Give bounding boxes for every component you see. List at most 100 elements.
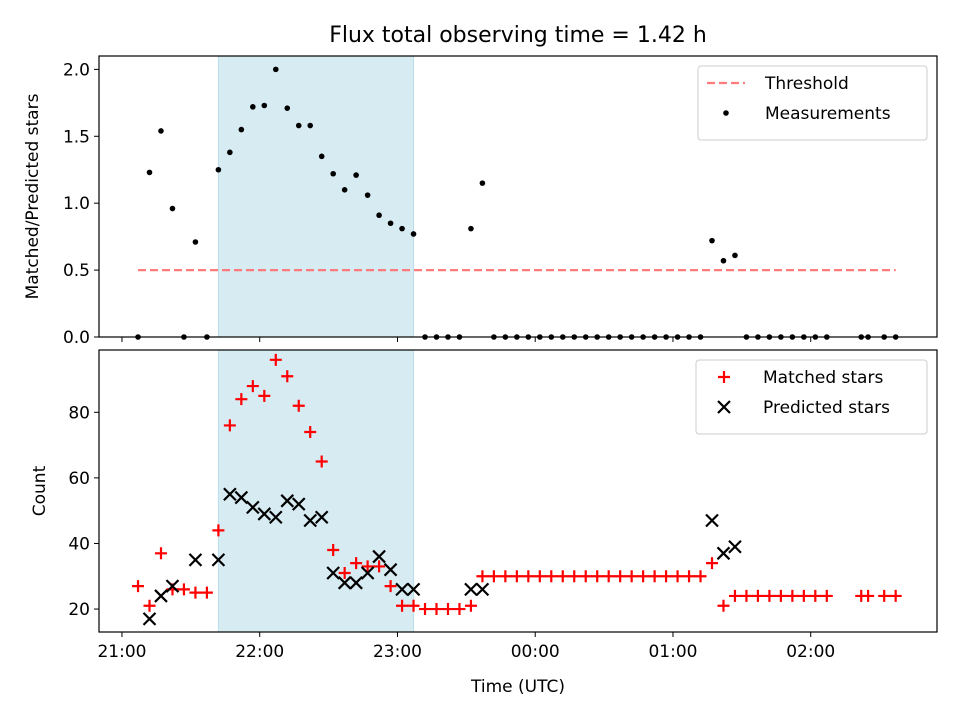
legend-box bbox=[697, 65, 928, 141]
legend-label: Predicted stars bbox=[763, 398, 890, 418]
matched-star-point bbox=[304, 425, 317, 438]
bottom-panel-counts: 20 40 60 80 21:00 22:00 23:00 00:00 01:00 02:00 Co… bbox=[30, 349, 938, 697]
matched-star-point bbox=[200, 586, 213, 599]
measurement-point bbox=[364, 192, 371, 198]
matched-star-point bbox=[338, 566, 351, 579]
matched-star-point bbox=[637, 570, 650, 583]
predicted-star-point bbox=[349, 576, 363, 590]
matched-star-point bbox=[292, 399, 305, 412]
predicted-star-point bbox=[188, 553, 203, 567]
matched-star-point bbox=[430, 603, 443, 616]
legend-label: Threshold bbox=[764, 74, 849, 94]
matched-star-point bbox=[476, 570, 489, 583]
matched-star-point bbox=[545, 570, 558, 583]
matched-star-point bbox=[223, 419, 236, 432]
predicted-star-point bbox=[395, 582, 409, 597]
observing-span-shade bbox=[217, 349, 415, 633]
matched-star-point bbox=[774, 589, 787, 602]
matched-star-point bbox=[763, 589, 776, 602]
legend-label: Measurements bbox=[765, 104, 891, 124]
predicted-star-point bbox=[165, 579, 180, 593]
top-panel-ratio: 0.0 0.5 1.0 1.5 2.0 Matched/Predicted stars Th… bbox=[23, 55, 938, 348]
matched-star-point bbox=[556, 570, 569, 583]
measurement-point bbox=[227, 149, 233, 156]
matched-star-point bbox=[717, 599, 730, 612]
matched-star-point bbox=[499, 570, 512, 583]
measurement-point bbox=[399, 225, 405, 232]
matched-star-point bbox=[177, 583, 190, 596]
matched-star-point bbox=[350, 557, 363, 570]
matched-star-point bbox=[384, 580, 397, 593]
y-tick-label: 40 bbox=[68, 534, 90, 554]
measurement-point bbox=[709, 237, 715, 244]
predicted-star-point bbox=[303, 513, 317, 528]
predicted-star-point bbox=[337, 576, 352, 590]
predicted-star-point bbox=[142, 612, 157, 626]
matched-star-point bbox=[591, 570, 604, 583]
predicted-star-point bbox=[728, 539, 742, 554]
legend-label: Matched stars bbox=[763, 368, 883, 388]
matched-star-point bbox=[683, 570, 696, 583]
matched-star-point bbox=[602, 570, 615, 583]
measurement-point bbox=[158, 128, 164, 134]
measurement-point bbox=[272, 66, 279, 73]
legend: Matched stars Predicted stars bbox=[695, 359, 928, 435]
predicted-star-point bbox=[234, 490, 249, 505]
predicted-star-point bbox=[211, 553, 226, 567]
matched-star-point bbox=[281, 370, 294, 383]
matched-star-point bbox=[579, 570, 592, 583]
measurement-point bbox=[169, 205, 176, 212]
predicted-star-point bbox=[154, 589, 168, 603]
legend-swatch bbox=[723, 110, 729, 116]
matched-star-point bbox=[132, 580, 145, 593]
measurement-point bbox=[387, 220, 394, 227]
matched-star-point bbox=[614, 570, 627, 583]
x-tick-label: 00:00 bbox=[511, 642, 560, 662]
y-tick-label: 1.5 bbox=[63, 127, 90, 147]
measurement-point bbox=[330, 170, 336, 177]
predicted-star-point bbox=[716, 546, 731, 561]
predicted-star-point bbox=[291, 497, 306, 511]
x-tick-label: 01:00 bbox=[648, 642, 697, 662]
measurement-point bbox=[720, 257, 727, 264]
predicted-star-point bbox=[246, 500, 260, 515]
matched-star-point bbox=[419, 603, 432, 616]
y-tick-label: 0.0 bbox=[63, 328, 90, 348]
matched-star-point bbox=[728, 589, 741, 602]
matched-star-point bbox=[269, 353, 282, 366]
matched-star-point bbox=[143, 599, 156, 612]
x-tick-label: 22:00 bbox=[235, 642, 284, 662]
measurement-point bbox=[261, 102, 268, 109]
measurement-point bbox=[353, 172, 359, 178]
matched-star-point bbox=[407, 599, 420, 612]
matched-star-point bbox=[740, 589, 753, 602]
measurement-point bbox=[479, 180, 486, 186]
legend-swatch bbox=[718, 371, 730, 383]
matched-star-point bbox=[878, 589, 891, 602]
matched-star-point bbox=[212, 524, 225, 537]
x-axis-label: Time (UTC) bbox=[470, 677, 565, 697]
series-predicted-stars bbox=[142, 487, 742, 626]
measurement-point bbox=[468, 225, 474, 232]
predicted-star-point bbox=[406, 582, 421, 597]
measurement-point bbox=[238, 126, 245, 133]
measurement-point bbox=[284, 105, 291, 111]
matched-star-point bbox=[315, 455, 328, 468]
measurement-point bbox=[215, 166, 222, 173]
matched-star-point bbox=[797, 589, 810, 602]
matched-star-point bbox=[464, 599, 477, 612]
y-tick-label: 0.5 bbox=[63, 261, 90, 281]
matched-star-point bbox=[889, 589, 902, 602]
matched-star-point bbox=[660, 570, 673, 583]
matched-star-point bbox=[862, 589, 875, 602]
chart-title: Flux total observing time = 1.42 h bbox=[329, 23, 707, 48]
matched-star-point bbox=[671, 570, 684, 583]
measurement-point bbox=[146, 169, 153, 176]
legend-box bbox=[695, 359, 928, 435]
matched-star-point bbox=[487, 570, 500, 583]
matched-star-point bbox=[648, 570, 661, 583]
x-tick-label: 02:00 bbox=[786, 642, 835, 662]
matched-star-point bbox=[246, 380, 259, 393]
axes-frame bbox=[98, 55, 938, 338]
measurement-point bbox=[341, 187, 348, 193]
